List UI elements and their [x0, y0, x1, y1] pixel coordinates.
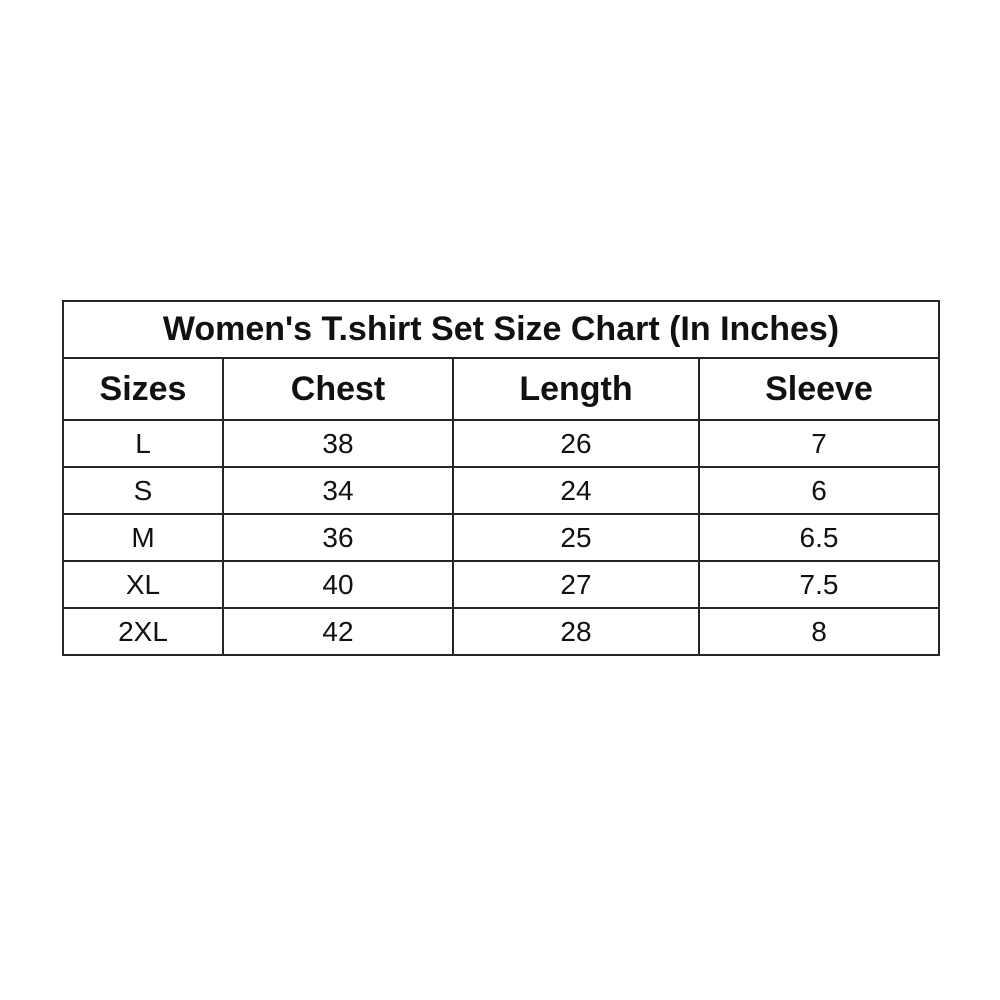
- table-row: 2XL 42 28 8: [62, 607, 940, 656]
- sleeve-cell: 6.5: [698, 513, 940, 562]
- table-row: L 38 26 7: [62, 419, 940, 468]
- length-cell: 26: [452, 419, 700, 468]
- sleeve-cell: 7.5: [698, 560, 940, 609]
- sleeve-cell: 8: [698, 607, 940, 656]
- size-cell: L: [62, 419, 224, 468]
- chest-cell: 34: [222, 466, 454, 515]
- chest-cell: 38: [222, 419, 454, 468]
- sleeve-cell: 6: [698, 466, 940, 515]
- chest-cell: 36: [222, 513, 454, 562]
- size-cell: XL: [62, 560, 224, 609]
- size-cell: M: [62, 513, 224, 562]
- title-row: Women's T.shirt Set Size Chart (In Inche…: [62, 300, 940, 359]
- header-row: Sizes Chest Length Sleeve: [62, 357, 940, 421]
- length-cell: 24: [452, 466, 700, 515]
- column-header-sizes: Sizes: [62, 357, 224, 421]
- chart-title: Women's T.shirt Set Size Chart (In Inche…: [62, 300, 940, 359]
- length-cell: 28: [452, 607, 700, 656]
- column-header-chest: Chest: [222, 357, 454, 421]
- size-cell: 2XL: [62, 607, 224, 656]
- table-row: XL 40 27 7.5: [62, 560, 940, 609]
- table-row: S 34 24 6: [62, 466, 940, 515]
- column-header-sleeve: Sleeve: [698, 357, 940, 421]
- column-header-length: Length: [452, 357, 700, 421]
- sleeve-cell: 7: [698, 419, 940, 468]
- chest-cell: 40: [222, 560, 454, 609]
- size-cell: S: [62, 466, 224, 515]
- length-cell: 25: [452, 513, 700, 562]
- chest-cell: 42: [222, 607, 454, 656]
- length-cell: 27: [452, 560, 700, 609]
- size-chart-table: Women's T.shirt Set Size Chart (In Inche…: [62, 300, 940, 656]
- table-row: M 36 25 6.5: [62, 513, 940, 562]
